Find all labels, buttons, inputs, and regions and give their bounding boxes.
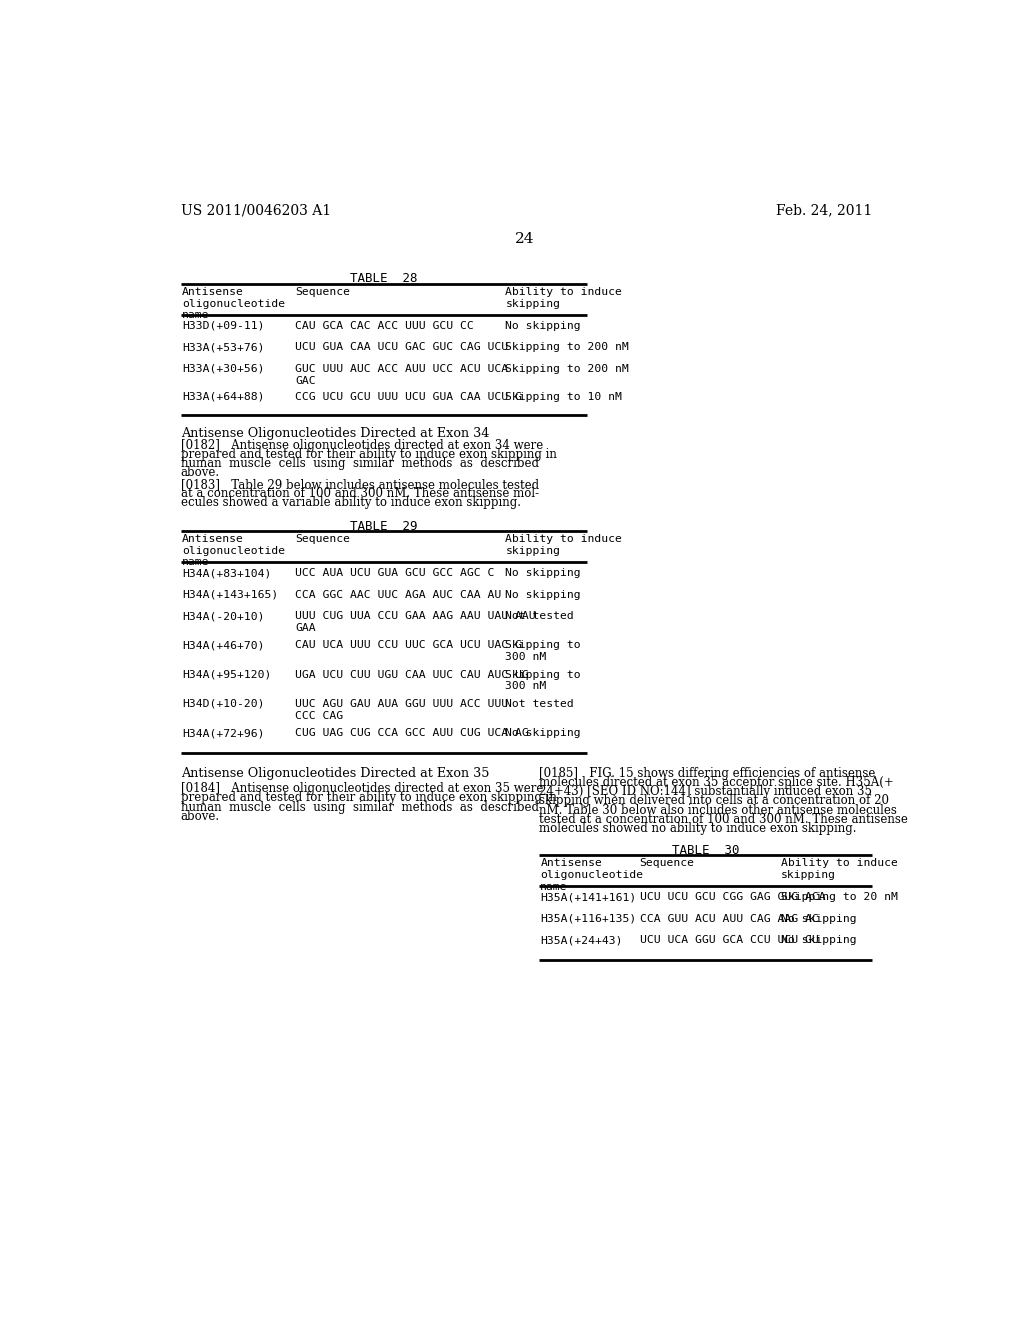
Text: Antisense
oligonucleotide
name: Antisense oligonucleotide name [541,858,643,891]
Text: UUU CUG UUA CCU GAA AAG AAU UAU AAU
GAA: UUU CUG UUA CCU GAA AAG AAU UAU AAU GAA [295,611,536,632]
Text: No skipping: No skipping [780,913,856,924]
Text: No skipping: No skipping [506,568,581,578]
Text: Skipping to 10 nM: Skipping to 10 nM [506,392,623,401]
Text: [0183]   Table 29 below includes antisense molecules tested: [0183] Table 29 below includes antisense… [180,478,539,491]
Text: human  muscle  cells  using  similar  methods  as  described: human muscle cells using similar methods… [180,457,539,470]
Text: CUG UAG CUG CCA GCC AUU CUG UCA AG: CUG UAG CUG CCA GCC AUU CUG UCA AG [295,729,529,738]
Text: CAU GCA CAC ACC UUU GCU CC: CAU GCA CAC ACC UUU GCU CC [295,321,474,331]
Text: Not tested: Not tested [506,700,574,709]
Text: H34A(+83+104): H34A(+83+104) [182,568,271,578]
Text: Ability to induce
skipping: Ability to induce skipping [780,858,897,880]
Text: H35A(+24+43): H35A(+24+43) [541,936,623,945]
Text: Antisense Oligonucleotides Directed at Exon 34: Antisense Oligonucleotides Directed at E… [180,428,489,440]
Text: US 2011/0046203 A1: US 2011/0046203 A1 [180,203,331,216]
Text: UCU GUA CAA UCU GAC GUC CAG UCU: UCU GUA CAA UCU GAC GUC CAG UCU [295,342,509,352]
Text: human  muscle  cells  using  similar  methods  as  described: human muscle cells using similar methods… [180,800,539,813]
Text: CAU UCA UUU CCU UUC GCA UCU UAC G: CAU UCA UUU CCU UUC GCA UCU UAC G [295,640,522,651]
Text: No skipping: No skipping [780,936,856,945]
Text: Antisense
oligonucleotide
name: Antisense oligonucleotide name [182,286,286,321]
Text: No skipping: No skipping [506,590,581,599]
Text: tested at a concentration of 100 and 300 nM. These antisense: tested at a concentration of 100 and 300… [539,813,907,826]
Text: Sequence: Sequence [640,858,694,869]
Text: Sequence: Sequence [295,535,350,544]
Text: molecules showed no ability to induce exon skipping.: molecules showed no ability to induce ex… [539,822,856,836]
Text: H33A(+64+88): H33A(+64+88) [182,392,265,401]
Text: TABLE  28: TABLE 28 [350,272,418,285]
Text: No skipping: No skipping [506,729,581,738]
Text: CCA GGC AAC UUC AGA AUC CAA AU: CCA GGC AAC UUC AGA AUC CAA AU [295,590,502,599]
Text: prepared and tested for their ability to induce exon skipping in: prepared and tested for their ability to… [180,792,557,804]
Text: [0182]   Antisense oligonucleotides directed at exon 34 were: [0182] Antisense oligonucleotides direct… [180,438,543,451]
Text: Not tested: Not tested [506,611,574,622]
Text: 24: 24 [515,232,535,247]
Text: Feb. 24, 2011: Feb. 24, 2011 [776,203,872,216]
Text: molecules directed at exon 35 acceptor splice site. H35A(+: molecules directed at exon 35 acceptor s… [539,776,894,789]
Text: UCC AUA UCU GUA GCU GCC AGC C: UCC AUA UCU GUA GCU GCC AGC C [295,568,495,578]
Text: H34A(-20+10): H34A(-20+10) [182,611,265,622]
Text: H34D(+10-20): H34D(+10-20) [182,700,265,709]
Text: [0185]   FIG. 15 shows differing efficiencies of antisense: [0185] FIG. 15 shows differing efficienc… [539,767,876,780]
Text: No skipping: No skipping [506,321,581,331]
Text: Skipping to 200 nM: Skipping to 200 nM [506,364,629,374]
Text: TABLE  30: TABLE 30 [672,843,739,857]
Text: H33D(+09-11): H33D(+09-11) [182,321,265,331]
Text: H34A(+46+70): H34A(+46+70) [182,640,265,651]
Text: 24+43) [SEQ ID NO:144] substantially induced exon 35: 24+43) [SEQ ID NO:144] substantially ind… [539,785,871,799]
Text: UUC AGU GAU AUA GGU UUU ACC UUU
CCC CAG: UUC AGU GAU AUA GGU UUU ACC UUU CCC CAG [295,700,509,721]
Text: CCA GUU ACU AUU CAG AAG AC: CCA GUU ACU AUU CAG AAG AC [640,913,818,924]
Text: GUC UUU AUC ACC AUU UCC ACU UCA
GAC: GUC UUU AUC ACC AUU UCC ACU UCA GAC [295,364,509,385]
Text: Skipping to 20 nM: Skipping to 20 nM [780,892,897,902]
Text: UCU UCA GGU GCA CCU UCU GU: UCU UCA GGU GCA CCU UCU GU [640,936,818,945]
Text: UGA UCU CUU UGU CAA UUC CAU AUC UG: UGA UCU CUU UGU CAA UUC CAU AUC UG [295,669,529,680]
Text: H35A(+116+135): H35A(+116+135) [541,913,637,924]
Text: nM. Table 30 below also includes other antisense molecules: nM. Table 30 below also includes other a… [539,804,897,817]
Text: UCU UCU GCU CGG GAG GUG ACA: UCU UCU GCU CGG GAG GUG ACA [640,892,825,902]
Text: CCG UCU GCU UUU UCU GUA CAA UCU G: CCG UCU GCU UUU UCU GUA CAA UCU G [295,392,522,401]
Text: H34A(+143+165): H34A(+143+165) [182,590,279,599]
Text: Skipping to
300 nM: Skipping to 300 nM [506,669,581,692]
Text: H34A(+72+96): H34A(+72+96) [182,729,265,738]
Text: [0184]   Antisense oligonucleotides directed at exon 35 were: [0184] Antisense oligonucleotides direct… [180,781,543,795]
Text: Sequence: Sequence [295,286,350,297]
Text: Antisense Oligonucleotides Directed at Exon 35: Antisense Oligonucleotides Directed at E… [180,767,489,780]
Text: above.: above. [180,810,220,822]
Text: Ability to induce
skipping: Ability to induce skipping [506,286,623,309]
Text: Antisense
oligonucleotide
name: Antisense oligonucleotide name [182,535,286,568]
Text: H33A(+53+76): H33A(+53+76) [182,342,265,352]
Text: at a concentration of 100 and 300 nM. These antisense mol-: at a concentration of 100 and 300 nM. Th… [180,487,539,500]
Text: ecules showed a variable ability to induce exon skipping.: ecules showed a variable ability to indu… [180,496,520,510]
Text: above.: above. [180,466,220,479]
Text: H33A(+30+56): H33A(+30+56) [182,364,265,374]
Text: Skipping to
300 nM: Skipping to 300 nM [506,640,581,663]
Text: skipping when delivered into cells at a concentration of 20: skipping when delivered into cells at a … [539,795,889,808]
Text: TABLE  29: TABLE 29 [350,520,418,532]
Text: prepared and tested for their ability to induce exon skipping in: prepared and tested for their ability to… [180,447,557,461]
Text: Skipping to 200 nM: Skipping to 200 nM [506,342,629,352]
Text: Ability to induce
skipping: Ability to induce skipping [506,535,623,556]
Text: H35A(+141+161): H35A(+141+161) [541,892,637,902]
Text: H34A(+95+120): H34A(+95+120) [182,669,271,680]
